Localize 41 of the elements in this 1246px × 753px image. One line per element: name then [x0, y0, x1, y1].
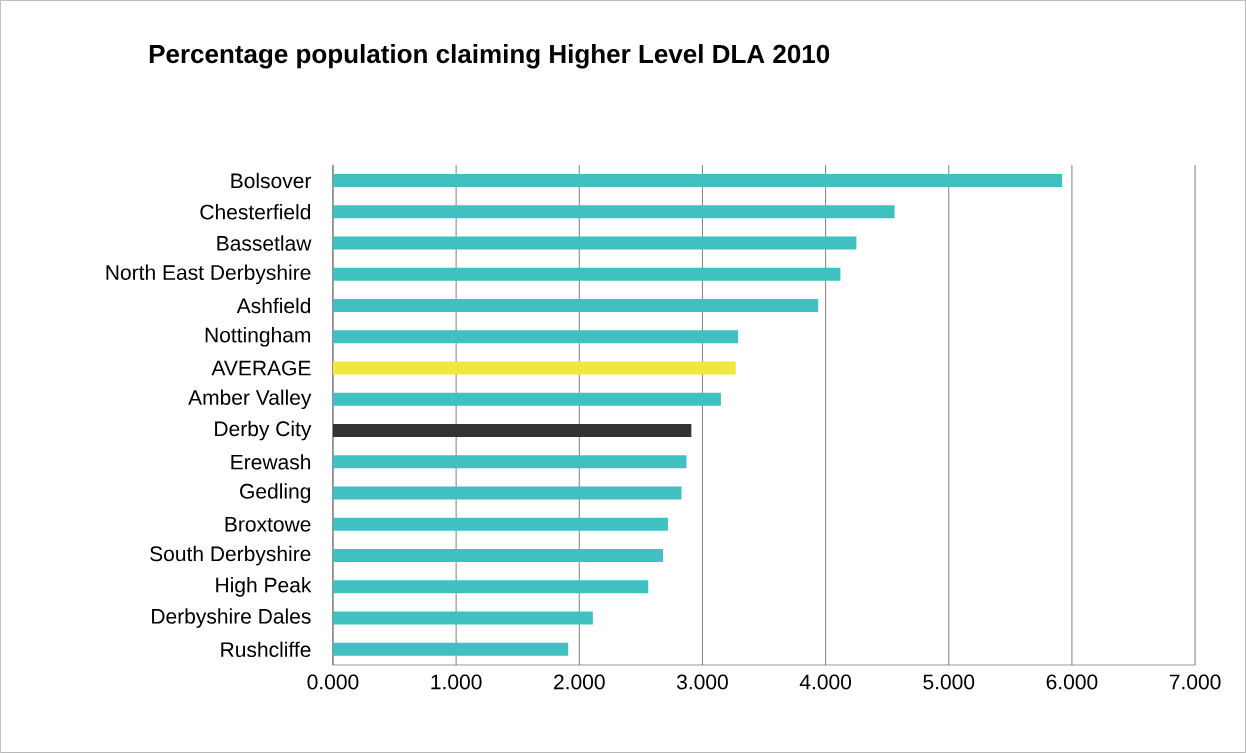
- y-tick-label: Bassetlaw: [217, 235, 312, 251]
- x-tick-label: 1.000: [431, 674, 482, 690]
- bar: [332, 486, 682, 500]
- y-tick-label: Gedling: [240, 483, 311, 503]
- y-tick-label: Derbyshire Dales: [152, 608, 311, 628]
- bar: [332, 611, 593, 625]
- y-tick-label: Ashfield: [236, 297, 311, 314]
- y-tick-label: Rushcliffe: [221, 641, 311, 658]
- y-tick-label: Chesterfield: [200, 204, 311, 220]
- y-tick-label: North East Derbyshire: [106, 264, 311, 285]
- y-tick-label: High Peak: [216, 577, 312, 597]
- x-tick-label: 7.000: [1169, 674, 1221, 690]
- y-tick-label: South Derbyshire: [150, 545, 311, 566]
- bar: [332, 330, 739, 344]
- bar: [332, 549, 664, 563]
- x-tick-label: 4.000: [799, 674, 852, 690]
- y-tick-label: Derby City: [215, 420, 312, 441]
- bar: [332, 642, 569, 656]
- bar: [332, 424, 692, 438]
- y-tick-label: AVERAGE: [211, 360, 311, 376]
- x-tick-label: 3.000: [676, 674, 728, 690]
- y-tick-label: Broxtowe: [225, 517, 311, 532]
- bar: [332, 517, 668, 531]
- y-tick-label: Bolsover: [231, 172, 312, 189]
- bar: [332, 205, 895, 219]
- bar: [332, 236, 857, 250]
- bar: [332, 580, 649, 594]
- bar: [332, 361, 736, 375]
- bar: [332, 299, 819, 313]
- bar: [332, 455, 687, 469]
- y-tick-label: Amber Valley: [188, 389, 312, 410]
- chart-title: Percentage population claiming Higher Level DLA 2010: [149, 44, 830, 69]
- y-tick-label: Nottingham: [205, 327, 311, 347]
- x-tick-label: 2.000: [554, 674, 605, 690]
- y-tick-label: Erewash: [231, 454, 311, 470]
- bar: [332, 392, 721, 406]
- bar: [332, 174, 1063, 188]
- x-tick-label: 5.000: [923, 674, 975, 690]
- x-tick-label: 0.000: [307, 674, 359, 690]
- bar: [332, 267, 841, 281]
- x-tick-label: 6.000: [1046, 674, 1098, 690]
